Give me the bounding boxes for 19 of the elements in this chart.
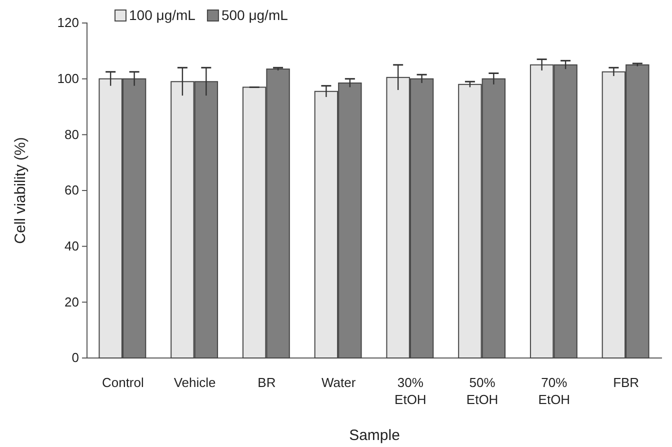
x-tick-label: 30% EtOH (394, 375, 426, 407)
legend-label: 500 μg/mL (221, 7, 288, 23)
x-tick-label: BR (258, 375, 276, 390)
y-tick-label: 120 (57, 15, 79, 30)
legend-label: 100 μg/mL (129, 7, 196, 23)
x-tick-label: Water (321, 375, 356, 390)
y-tick-label: 20 (64, 294, 79, 310)
y-tick-label: 100 (57, 70, 79, 86)
y-tick-label: 80 (64, 126, 79, 142)
x-axis-title: Sample (349, 427, 400, 444)
y-tick-label: 60 (64, 182, 79, 198)
x-tick-label: 70% EtOH (538, 375, 570, 407)
x-tick-label: Control (102, 375, 144, 390)
y-tick-label: 40 (64, 238, 79, 254)
x-tick-label: 50% EtOH (466, 375, 498, 407)
y-axis-title: Cell viability (%) (12, 137, 29, 244)
x-tick-label: FBR (613, 375, 640, 390)
x-tick-label: Vehicle (174, 375, 216, 390)
y-tick-label: 0 (72, 350, 79, 366)
